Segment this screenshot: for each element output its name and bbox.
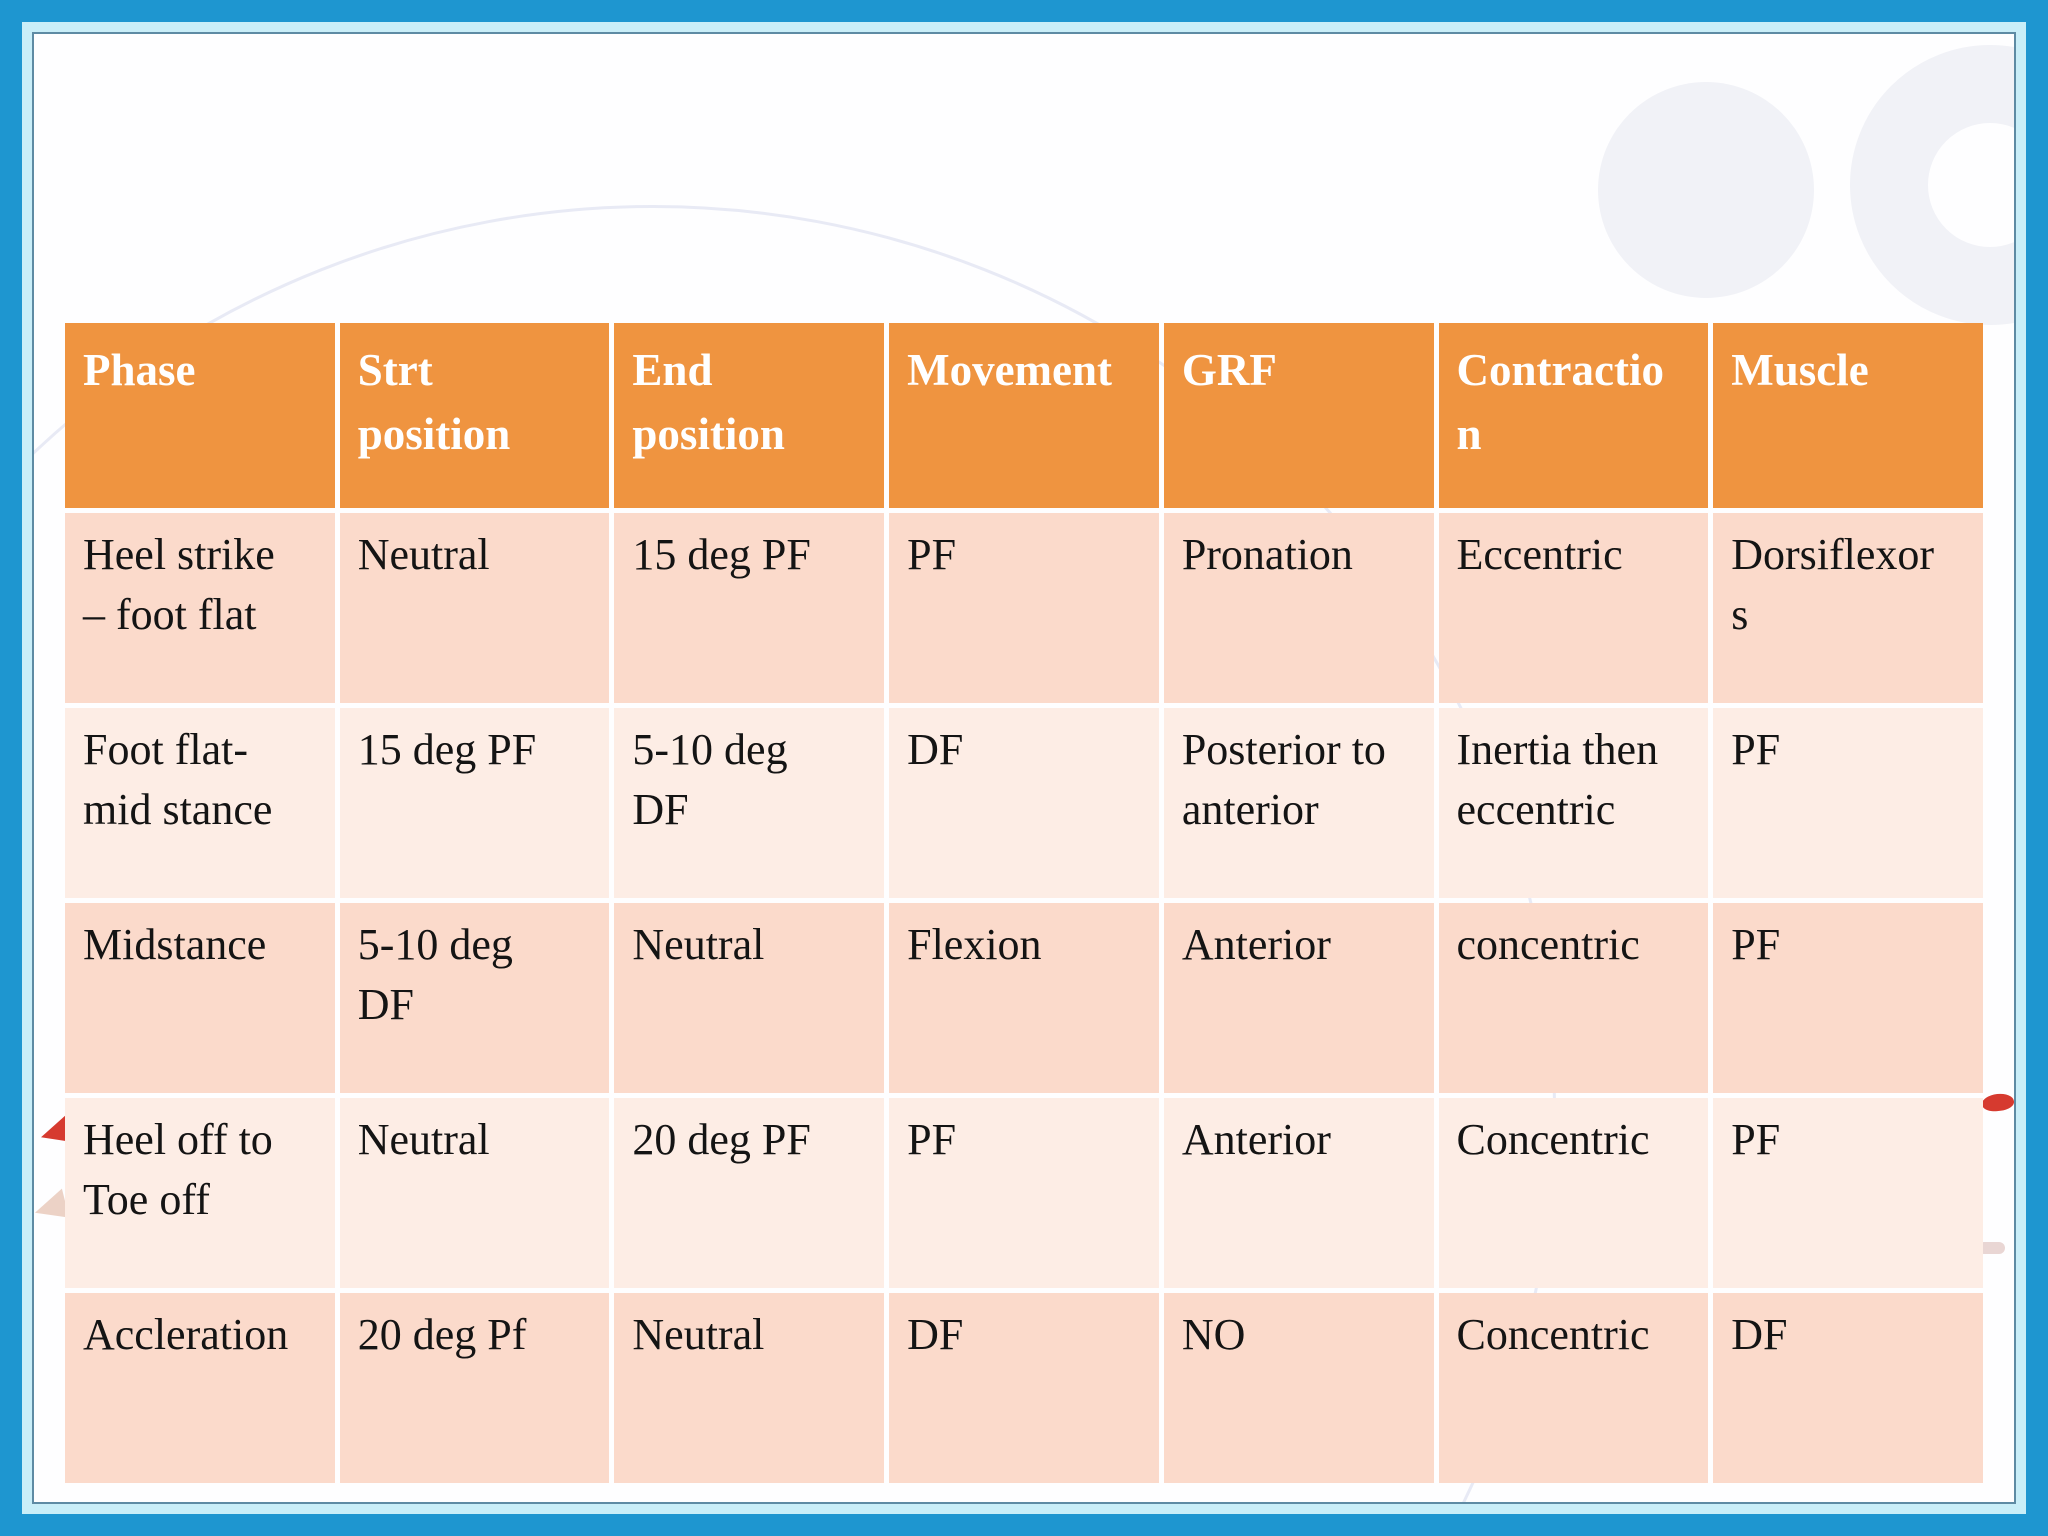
cell-strt-position: 20 deg Pf: [339, 1293, 610, 1483]
cell-contraction: concentric: [1438, 903, 1709, 1093]
col-header-grf: GRF: [1163, 323, 1434, 508]
cell-strt-position: Neutral: [339, 513, 610, 703]
cell-movement: PF: [889, 1098, 1159, 1288]
slide-canvas: Phase Strt position End position Movemen…: [34, 34, 2014, 1502]
cell-phase: Heel strike – foot flat: [65, 513, 335, 703]
table-header-row: Phase Strt position End position Movemen…: [65, 323, 1983, 508]
cell-strt-position: 5-10 deg DF: [339, 903, 610, 1093]
cell-phase: Midstance: [65, 903, 335, 1093]
cell-movement: DF: [889, 1293, 1159, 1483]
cell-contraction: Concentric: [1438, 1098, 1709, 1288]
cell-strt-position: 15 deg PF: [339, 708, 610, 898]
background-ring-decoration: [1850, 45, 2014, 325]
gait-phase-table: Phase Strt position End position Movemen…: [60, 318, 1988, 1488]
cell-grf: Anterior: [1163, 1098, 1434, 1288]
cell-grf: NO: [1163, 1293, 1434, 1483]
cell-end-position: Neutral: [614, 1293, 885, 1483]
cell-muscle: PF: [1713, 1098, 1983, 1288]
slide-inner-border: Phase Strt position End position Movemen…: [22, 22, 2026, 1514]
cell-movement: DF: [889, 708, 1159, 898]
cell-phase: Foot flat- mid stance: [65, 708, 335, 898]
cell-grf: Pronation: [1163, 513, 1434, 703]
cell-phase: Accleration: [65, 1293, 335, 1483]
background-circle-decoration: [1598, 82, 1814, 298]
cell-phase: Heel off to Toe off: [65, 1098, 335, 1288]
cell-muscle: PF: [1713, 708, 1983, 898]
table-row-foot-flat: Foot flat- mid stance 15 deg PF 5-10 deg…: [65, 708, 1983, 898]
col-header-strt-position: Strt position: [339, 323, 610, 508]
cell-muscle: PF: [1713, 903, 1983, 1093]
col-header-movement: Movement: [889, 323, 1159, 508]
cell-grf: Anterior: [1163, 903, 1434, 1093]
cell-contraction: Concentric: [1438, 1293, 1709, 1483]
cell-movement: Flexion: [889, 903, 1159, 1093]
cell-movement: PF: [889, 513, 1159, 703]
table-row-heel-off: Heel off to Toe off Neutral 20 deg PF PF…: [65, 1098, 1983, 1288]
col-header-muscle: Muscle: [1713, 323, 1983, 508]
col-header-contraction: Contraction: [1438, 323, 1709, 508]
cell-contraction: Inertia then eccentric: [1438, 708, 1709, 898]
cell-end-position: Neutral: [614, 903, 885, 1093]
cell-muscle: Dorsiflexors: [1713, 513, 1983, 703]
table-row-heel-strike: Heel strike – foot flat Neutral 15 deg P…: [65, 513, 1983, 703]
table-row-midstance: Midstance 5-10 deg DF Neutral Flexion An…: [65, 903, 1983, 1093]
cell-contraction: Eccentric: [1438, 513, 1709, 703]
table-row-acceleration: Accleration 20 deg Pf Neutral DF NO Conc…: [65, 1293, 1983, 1483]
cell-end-position: 5-10 deg DF: [614, 708, 885, 898]
col-header-phase: Phase: [65, 323, 335, 508]
faded-marker-right-icon: [1978, 1242, 2005, 1254]
slide-border-line: Phase Strt position End position Movemen…: [32, 32, 2016, 1504]
cell-muscle: DF: [1713, 1293, 1983, 1483]
cell-grf: Posterior to anterior: [1163, 708, 1434, 898]
cell-strt-position: Neutral: [339, 1098, 610, 1288]
cell-end-position: 20 deg PF: [614, 1098, 885, 1288]
cell-end-position: 15 deg PF: [614, 513, 885, 703]
col-header-end-position: End position: [614, 323, 885, 508]
